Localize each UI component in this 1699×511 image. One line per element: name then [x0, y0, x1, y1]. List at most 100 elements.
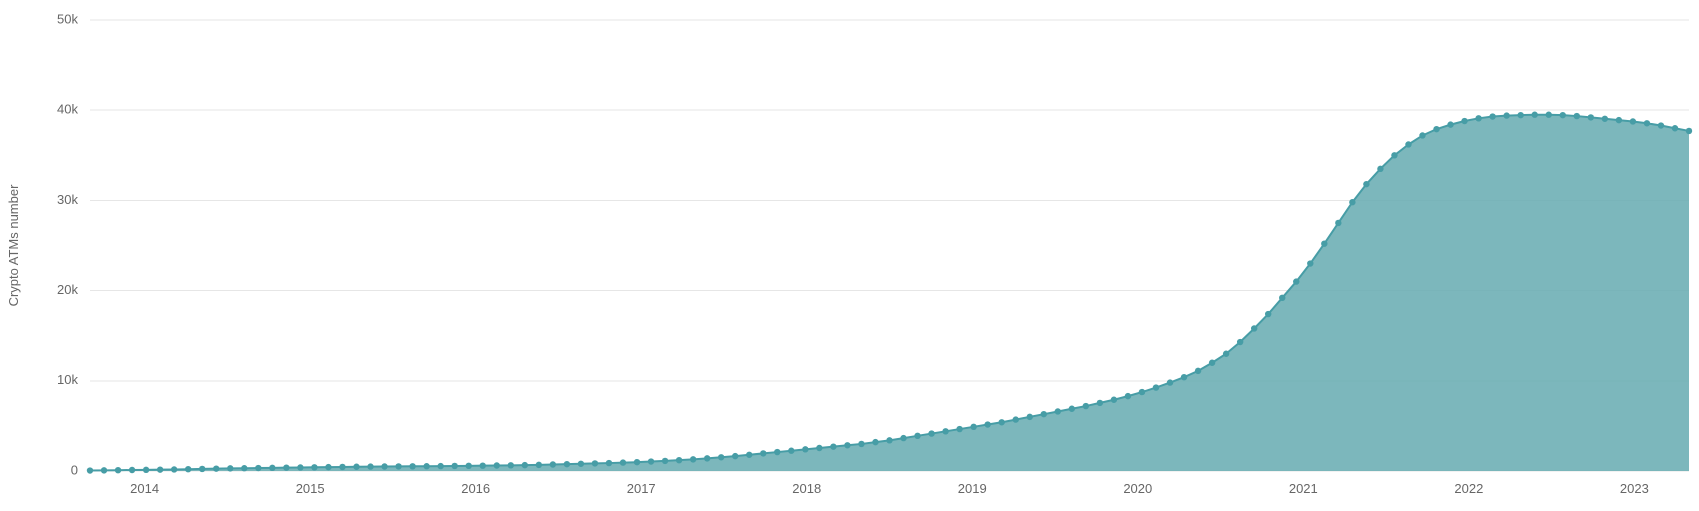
data-point	[1686, 128, 1692, 134]
data-point	[241, 465, 247, 471]
data-point	[1027, 414, 1033, 420]
y-tick-label: 10k	[57, 372, 78, 387]
data-point	[1111, 397, 1117, 403]
data-point	[788, 448, 794, 454]
data-point	[872, 439, 878, 445]
data-point	[1433, 126, 1439, 132]
data-point	[171, 466, 177, 472]
data-point	[662, 458, 668, 464]
data-point	[185, 466, 191, 472]
data-point	[1293, 278, 1299, 284]
data-point	[886, 437, 892, 443]
data-point	[760, 450, 766, 456]
data-point	[213, 465, 219, 471]
data-point	[1251, 325, 1257, 331]
data-point	[157, 466, 163, 472]
data-point	[746, 452, 752, 458]
data-point	[87, 467, 93, 473]
data-point	[578, 461, 584, 467]
y-tick-label: 20k	[57, 282, 78, 297]
data-point	[1265, 311, 1271, 317]
data-point	[395, 463, 401, 469]
data-point	[297, 464, 303, 470]
data-point	[143, 467, 149, 473]
data-point	[1391, 152, 1397, 158]
data-point	[1349, 199, 1355, 205]
data-point	[115, 467, 121, 473]
data-point	[1153, 384, 1159, 390]
data-point	[1532, 112, 1538, 118]
data-point	[732, 453, 738, 459]
data-point	[255, 465, 261, 471]
data-point	[1546, 112, 1552, 118]
data-point	[1069, 406, 1075, 412]
data-point	[1307, 260, 1313, 266]
data-point	[676, 457, 682, 463]
y-tick-label: 30k	[57, 192, 78, 207]
data-point	[480, 462, 486, 468]
data-point	[592, 460, 598, 466]
data-point	[564, 461, 570, 467]
x-tick-label: 2016	[461, 481, 490, 496]
data-point	[1588, 114, 1594, 120]
x-tick-label: 2015	[296, 481, 325, 496]
data-point	[536, 462, 542, 468]
data-point	[409, 463, 415, 469]
data-point	[353, 464, 359, 470]
data-point	[494, 462, 500, 468]
data-point	[858, 441, 864, 447]
data-point	[1658, 122, 1664, 128]
data-point	[1181, 374, 1187, 380]
data-point	[451, 463, 457, 469]
data-point	[1405, 141, 1411, 147]
data-point	[227, 465, 233, 471]
data-point	[606, 460, 612, 466]
data-point	[466, 463, 472, 469]
data-point	[1616, 117, 1622, 123]
data-point	[1167, 379, 1173, 385]
data-point	[367, 463, 373, 469]
data-point	[718, 454, 724, 460]
x-tick-label: 2019	[958, 481, 987, 496]
data-point	[928, 430, 934, 436]
data-point	[1041, 411, 1047, 417]
y-axis-title: Crypto ATMs number	[6, 184, 21, 307]
data-point	[1419, 132, 1425, 138]
data-point	[1377, 166, 1383, 172]
data-point	[1503, 112, 1509, 118]
data-point	[970, 424, 976, 430]
data-point	[339, 464, 345, 470]
data-point	[550, 461, 556, 467]
data-point	[1461, 118, 1467, 124]
data-point	[1097, 400, 1103, 406]
x-tick-label: 2014	[130, 481, 159, 496]
data-point	[634, 459, 640, 465]
data-point	[1602, 116, 1608, 122]
data-point	[381, 463, 387, 469]
data-point	[325, 464, 331, 470]
data-point	[1321, 240, 1327, 246]
data-point	[900, 435, 906, 441]
data-point	[1475, 115, 1481, 121]
data-point	[269, 465, 275, 471]
data-point	[1055, 408, 1061, 414]
x-tick-label: 2022	[1454, 481, 1483, 496]
x-tick-label: 2021	[1289, 481, 1318, 496]
data-point	[704, 455, 710, 461]
data-point	[283, 464, 289, 470]
data-point	[816, 445, 822, 451]
data-point	[1335, 220, 1341, 226]
data-point	[1672, 125, 1678, 131]
data-point	[1195, 368, 1201, 374]
y-tick-label: 50k	[57, 11, 78, 26]
data-point	[1447, 121, 1453, 127]
data-point	[423, 463, 429, 469]
data-point	[522, 462, 528, 468]
data-point	[199, 466, 205, 472]
data-point	[774, 449, 780, 455]
x-tick-label: 2018	[792, 481, 821, 496]
data-point	[1223, 351, 1229, 357]
data-point	[648, 458, 654, 464]
y-tick-label: 0	[71, 462, 78, 477]
data-point	[999, 419, 1005, 425]
